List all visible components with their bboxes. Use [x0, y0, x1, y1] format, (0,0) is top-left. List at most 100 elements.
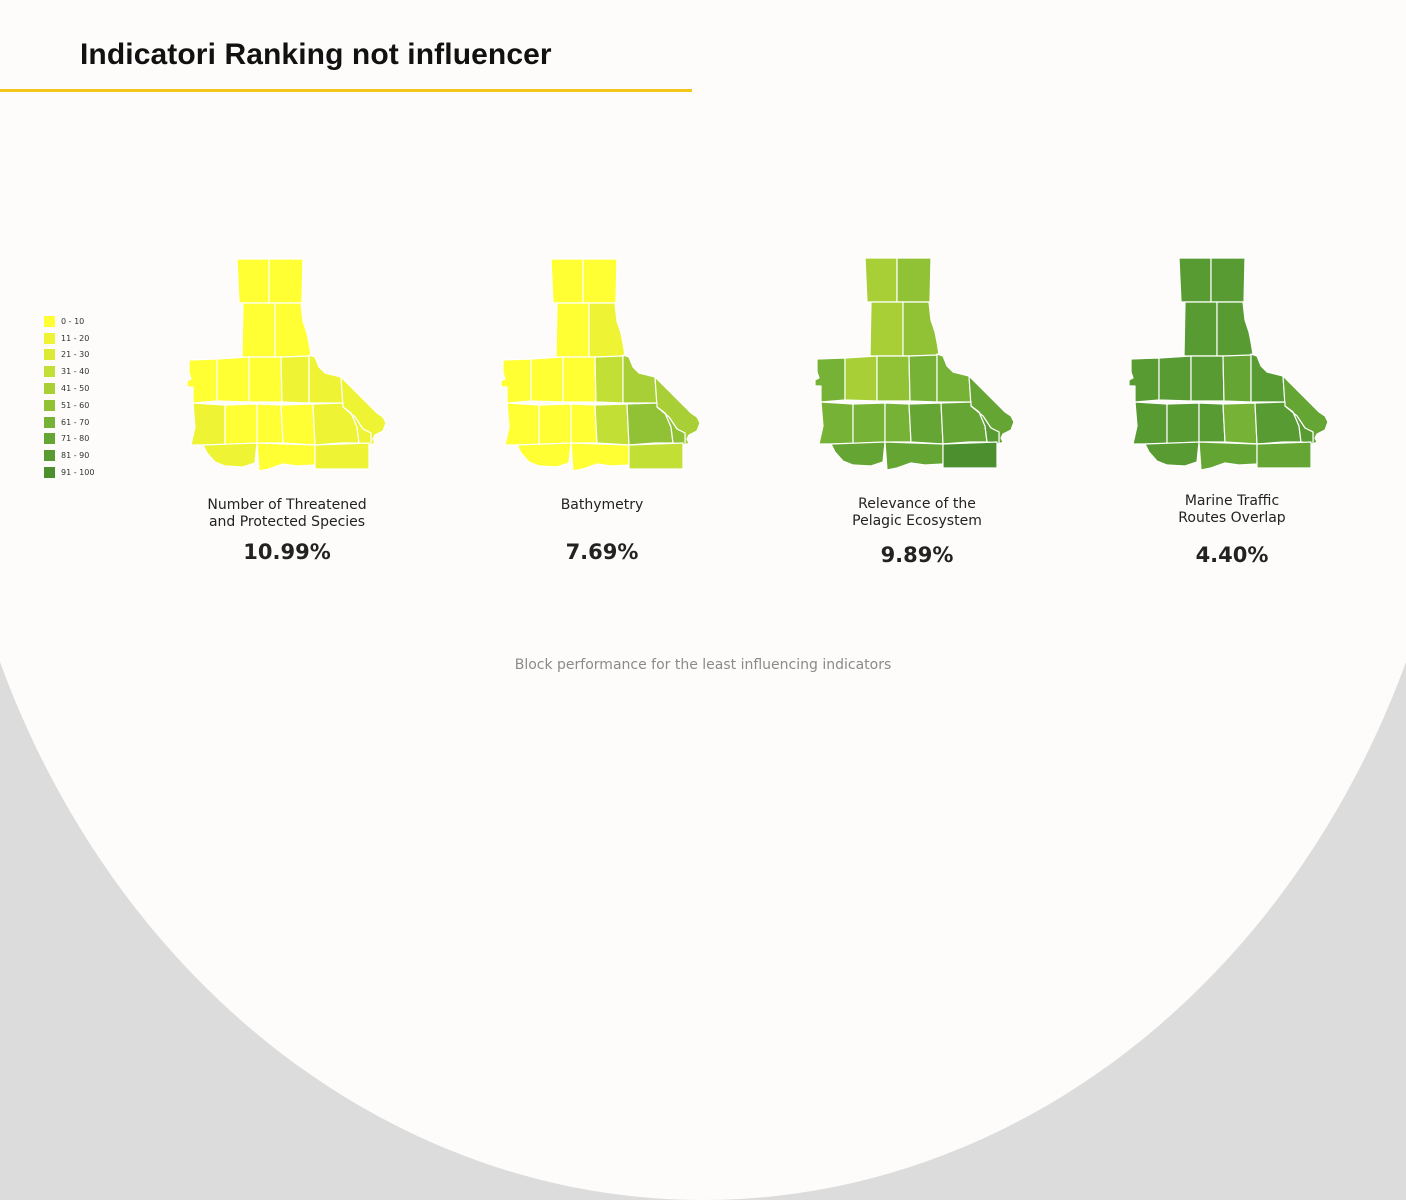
map-block [844, 355, 878, 402]
map-block [830, 441, 886, 467]
map-block [869, 301, 904, 357]
map-block [864, 257, 898, 303]
legend-swatch [44, 366, 55, 378]
map-block [594, 355, 624, 404]
legend-swatch [44, 399, 55, 411]
legend-label: 91 - 100 [61, 468, 95, 478]
map-block [314, 442, 370, 470]
map-block [555, 302, 590, 358]
map-block [256, 403, 284, 444]
map-block [970, 405, 1000, 445]
map-block [256, 442, 316, 472]
map-block [550, 258, 584, 304]
map-block [516, 442, 572, 468]
map-block [236, 258, 270, 304]
map-block [1250, 353, 1286, 403]
legend-swatch [44, 467, 55, 479]
map-block [190, 402, 226, 446]
indicator-label: Marine Traffic Routes Overlap [1102, 493, 1362, 527]
map-block [1132, 401, 1168, 445]
choropleth-map [1128, 257, 1329, 471]
map-block [818, 401, 854, 445]
legend-swatch [44, 332, 55, 344]
indicator-label-line: Relevance of the [858, 496, 976, 512]
indicator-value: 4.40% [1195, 543, 1269, 567]
legend-label: 21 - 30 [61, 350, 90, 360]
map-block [280, 355, 310, 404]
legend-swatch [44, 433, 55, 445]
map-block [1198, 441, 1258, 471]
map-block [308, 354, 344, 404]
map-block [268, 258, 304, 304]
map-block [582, 258, 618, 304]
map-block [202, 442, 258, 468]
map-block [241, 302, 276, 358]
page-title: Indicatori Ranking not influencer [80, 38, 552, 71]
map-block [876, 355, 911, 402]
choropleth-map [500, 258, 701, 472]
map-block [500, 358, 532, 404]
legend-item: 81 - 90 [44, 447, 94, 464]
legend-item: 41 - 50 [44, 380, 94, 397]
map-block [588, 302, 626, 358]
legend-item: 51 - 60 [44, 397, 94, 414]
map-block [908, 354, 938, 403]
map-block [570, 403, 598, 444]
map-block [1183, 301, 1218, 357]
indicator-label: Relevance of the Pelagic Ecosystem [787, 496, 1047, 530]
choropleth-map [186, 258, 387, 472]
indicator-label-line: and Protected Species [208, 514, 366, 530]
legend-item: 71 - 80 [44, 431, 94, 448]
indicator-label-line: Bathymetry [560, 497, 644, 513]
map-block [530, 356, 564, 403]
map-block [942, 441, 998, 469]
map-block [1222, 354, 1252, 403]
map-block [1198, 402, 1226, 443]
map-block [216, 356, 250, 403]
map-block [1210, 257, 1246, 303]
legend-item: 11 - 20 [44, 330, 94, 347]
map-block [622, 354, 658, 404]
legend-swatch [44, 416, 55, 428]
legend-label: 0 - 10 [61, 316, 85, 326]
map-block [628, 442, 684, 470]
map-block [936, 353, 972, 403]
map-block [570, 442, 630, 472]
map-block [884, 402, 912, 443]
map-block [504, 402, 540, 446]
map-block [1178, 257, 1212, 303]
indicator-value: 9.89% [880, 543, 954, 567]
map-block [1190, 355, 1225, 402]
indicator-value: 7.69% [565, 540, 639, 564]
legend-label: 71 - 80 [61, 434, 90, 444]
legend-label: 51 - 60 [61, 400, 90, 410]
indicator-label-line: Marine Traffic [1184, 493, 1280, 509]
indicator-label-line: Pelagic Ecosystem [852, 513, 982, 529]
legend-swatch [44, 349, 55, 361]
map-block [1256, 441, 1312, 469]
map-block [1222, 402, 1258, 445]
map-block [896, 257, 932, 303]
legend-item: 91 - 100 [44, 464, 94, 481]
footer-caption: Block performance for the least influenc… [514, 657, 892, 673]
indicator-label-line: Number of Threatened [207, 497, 367, 513]
map-block [224, 403, 258, 446]
legend-item: 21 - 30 [44, 347, 94, 364]
map-block [902, 301, 940, 357]
legend-item: 31 - 40 [44, 363, 94, 380]
map-block [186, 358, 218, 404]
indicator-value: 10.99% [243, 540, 331, 564]
map-block [1166, 402, 1200, 445]
legend-swatch [44, 383, 55, 395]
map-block [908, 402, 944, 445]
legend-label: 11 - 20 [61, 333, 90, 343]
map-block [814, 357, 846, 403]
indicator-label-line: Routes Overlap [1178, 510, 1286, 526]
legend-label: 41 - 50 [61, 384, 90, 394]
map-block [280, 403, 316, 446]
map-block [1284, 405, 1314, 445]
map-block [656, 406, 686, 446]
legend-label: 61 - 70 [61, 417, 90, 427]
map-block [1128, 357, 1160, 403]
